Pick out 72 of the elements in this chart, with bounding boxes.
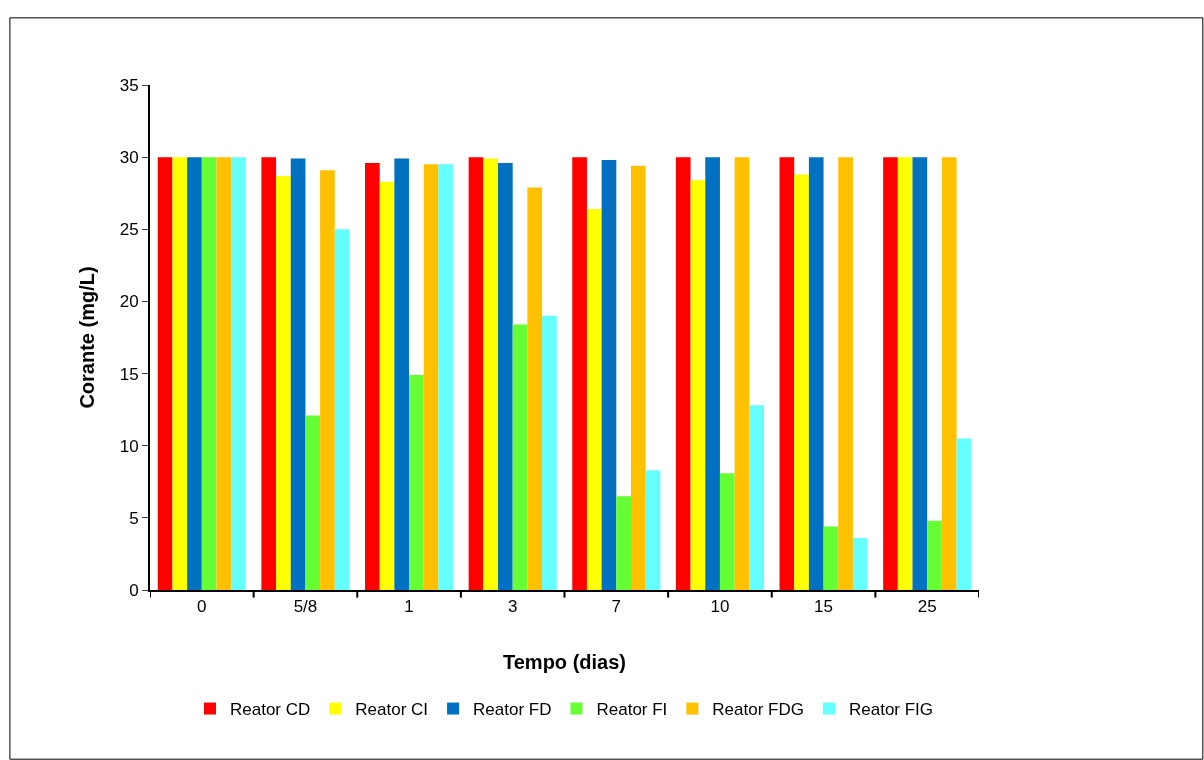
bar: [794, 174, 809, 590]
bar: [719, 473, 735, 590]
x-tick-label: 7: [611, 597, 622, 617]
bar: [808, 157, 824, 590]
bar: [912, 157, 928, 590]
bar: [379, 181, 395, 590]
bar: [320, 170, 335, 590]
bar: [779, 157, 795, 590]
bar: [172, 157, 188, 590]
y-tick-label: 25: [119, 220, 139, 240]
y-tick-label: 35: [119, 75, 139, 95]
bar: [749, 405, 764, 590]
bar: [823, 526, 839, 590]
bar: [616, 496, 631, 590]
y-tick-label: 10: [119, 436, 139, 456]
bar: [883, 157, 898, 590]
bar: [927, 520, 942, 590]
bar: [586, 209, 602, 590]
bar: [276, 175, 291, 590]
bar: [542, 315, 557, 590]
bar: [201, 157, 217, 590]
x-tick-label: 10: [710, 597, 730, 617]
bar: [423, 164, 439, 590]
bar: [409, 375, 424, 590]
legend-label: Reator FIG: [848, 700, 934, 720]
x-tick-label: 25: [917, 597, 937, 617]
bar: [897, 157, 913, 590]
bar: [527, 187, 543, 590]
y-tick-label: 0: [129, 580, 139, 600]
bar: [645, 470, 661, 590]
bar: [305, 415, 321, 590]
bar: [572, 157, 587, 590]
x-tick-label: 1: [404, 597, 414, 617]
bar: [956, 438, 972, 590]
x-tick-label: 15: [814, 597, 834, 617]
y-tick-label: 30: [119, 148, 139, 168]
legend-label: Reator FI: [596, 700, 668, 720]
bar: [334, 229, 350, 590]
bar: [675, 157, 691, 590]
x-tick-label: 3: [507, 597, 518, 617]
y-tick-label: 5: [129, 508, 139, 528]
bar: [941, 157, 957, 590]
bar: [157, 157, 173, 590]
legend-label: Reator CD: [230, 700, 311, 720]
bar: [365, 162, 380, 590]
legend-label: Reator CI: [355, 700, 429, 720]
bar: [690, 180, 706, 590]
bar: [394, 158, 410, 590]
bar: [216, 157, 232, 590]
bar: [512, 324, 528, 590]
bar: [231, 157, 246, 590]
y-axis-title: Corante (mg/L): [75, 266, 98, 409]
bar: [601, 160, 617, 590]
y-tick-label: 15: [119, 364, 139, 384]
legend-label: Reator FD: [473, 700, 552, 720]
bar: [630, 165, 646, 590]
bar: [734, 157, 750, 590]
x-tick-label: 0: [197, 597, 207, 617]
bar: [705, 157, 720, 590]
bar: [438, 164, 454, 590]
bar: [852, 538, 868, 590]
bar: [498, 162, 513, 590]
x-tick-label: 5/8: [293, 597, 318, 617]
bar: [290, 158, 306, 590]
bar: [261, 157, 277, 590]
legend-label: Reator FDG: [712, 700, 804, 720]
y-tick-label: 20: [119, 292, 139, 312]
bar: [468, 157, 484, 590]
bar: [187, 157, 202, 590]
x-axis-title: Tempo (dias): [503, 651, 626, 674]
bar: [838, 157, 853, 590]
bar: [483, 158, 499, 590]
